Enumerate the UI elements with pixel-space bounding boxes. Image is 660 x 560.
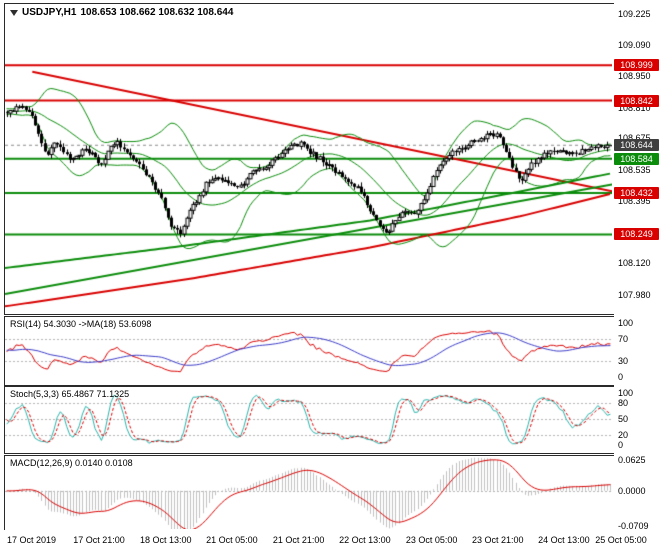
price-tick-label: 108.810 [618,102,651,113]
rsi-chart-canvas[interactable] [5,317,612,383]
macd-tick-label: 0.0625 [618,454,646,465]
price-tick-label: 109.090 [618,39,651,50]
time-axis-label: 23 Oct 05:00 [405,535,458,545]
stoch-tick-label: 100 [618,388,634,398]
time-axis-label: 24 Oct 13:00 [538,535,590,545]
price-level-badge: 108.432 [614,187,659,200]
stochastic-chart-canvas[interactable] [5,387,612,451]
stoch-tick-label: 0 [618,440,624,450]
stochastic-panel: Stoch(5,3,3) 65.4867 71.1325 [4,386,615,454]
stoch-tick-label: 80 [618,398,629,409]
price-tick-label: 108.535 [618,164,651,175]
rsi-tick-label: 30 [618,355,629,366]
time-axis-label: 17 Oct 21:00 [73,535,125,545]
stoch-tick-label: 50 [618,414,629,424]
time-axis-label: 23 Oct 21:00 [471,535,524,545]
rsi-tick-label: 70 [618,334,629,345]
time-axis-label: 18 Oct 13:00 [139,535,192,545]
price-chart-panel: USDJPY,H1 108.653 108.662 108.632 108.64… [4,3,615,315]
price-axis[interactable]: 109.225 109.090 108.950 108.810 108.675 108.5… [614,0,660,560]
price-level-badge: 108.249 [614,228,659,241]
time-axis[interactable]: 17 Oct 2019 17 Oct 21:00 18 Oct 13:00 21 Oc… [0,530,660,552]
macd-chart-canvas[interactable] [5,456,612,529]
time-axis-label: 21 Oct 05:00 [206,535,258,545]
rsi-tick-label: 0 [618,372,624,382]
time-axis-label: 17 Oct 2019 [7,535,57,545]
price-tick-label: 108.675 [618,133,651,144]
price-tick-label: 107.980 [618,290,651,301]
price-tick-label: 109.225 [618,9,651,20]
price-tick-label: 108.120 [618,258,651,269]
time-axis-label: 21 Oct 21:00 [272,535,325,545]
rsi-panel: RSI(14) 54.3030 ->MA(18) 53.6098 [4,316,615,386]
price-level-badge: 108.999 [614,59,659,72]
macd-panel: MACD(12,26,9) 0.0140 0.0108 [4,455,615,532]
macd-tick-label: -0.0709 [618,521,649,532]
stoch-tick-label: 20 [618,429,629,440]
price-level-badge: 108.842 [614,94,659,107]
rsi-tick-label: 100 [618,318,634,328]
time-axis-label: 25 Oct 05:00 [595,535,647,545]
price-level-badge: 108.584 [614,152,659,165]
price-tick-label: 108.395 [618,196,651,207]
candlestick-chart-canvas[interactable] [5,4,612,312]
price-tick-label: 108.950 [618,71,651,82]
macd-tick-label: 0.0000 [618,485,646,496]
time-axis-label: 22 Oct 13:00 [339,535,391,545]
price-level-badge: 108.644 [614,139,659,152]
